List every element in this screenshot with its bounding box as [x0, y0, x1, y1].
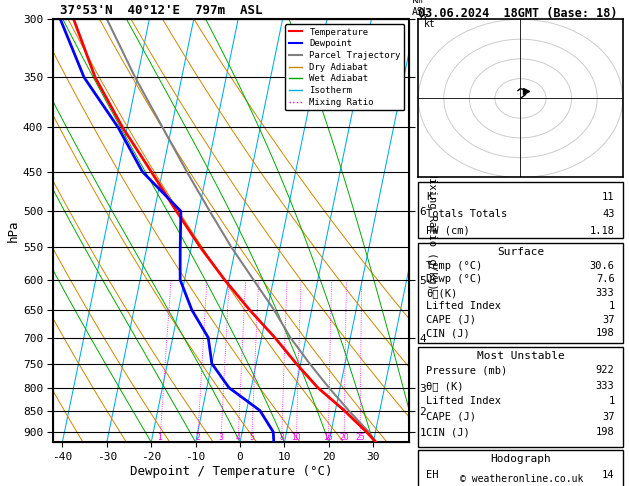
Text: 16: 16 [323, 433, 333, 442]
Text: 37: 37 [602, 412, 615, 422]
Text: 1: 1 [608, 396, 615, 406]
Text: 1.18: 1.18 [589, 226, 615, 236]
Text: 25: 25 [355, 433, 365, 442]
Text: 2: 2 [195, 433, 200, 442]
Text: kt: kt [423, 19, 435, 29]
Text: 37°53'N  40°12'E  797m  ASL: 37°53'N 40°12'E 797m ASL [60, 4, 262, 17]
Text: Surface: Surface [497, 247, 544, 257]
Legend: Temperature, Dewpoint, Parcel Trajectory, Dry Adiabat, Wet Adiabat, Isotherm, Mi: Temperature, Dewpoint, Parcel Trajectory… [285, 24, 404, 110]
Text: Totals Totals: Totals Totals [426, 209, 508, 219]
Text: CIN (J): CIN (J) [426, 427, 470, 437]
Text: km
ASL: km ASL [412, 0, 430, 17]
Text: θᴇ(K): θᴇ(K) [426, 288, 458, 298]
Y-axis label: hPa: hPa [7, 220, 20, 242]
Text: Temp (°C): Temp (°C) [426, 261, 482, 271]
Text: K: K [426, 192, 433, 202]
Text: CAPE (J): CAPE (J) [426, 315, 476, 325]
Text: θᴇ (K): θᴇ (K) [426, 381, 464, 391]
Text: 198: 198 [596, 427, 615, 437]
Text: 37: 37 [602, 315, 615, 325]
Text: 43: 43 [602, 209, 615, 219]
Text: Pressure (mb): Pressure (mb) [426, 365, 508, 375]
Text: Dewp (°C): Dewp (°C) [426, 275, 482, 284]
Text: 922: 922 [596, 365, 615, 375]
Text: Most Unstable: Most Unstable [477, 351, 564, 362]
Text: © weatheronline.co.uk: © weatheronline.co.uk [460, 473, 584, 484]
Text: 3: 3 [218, 433, 223, 442]
Text: 7.6: 7.6 [596, 275, 615, 284]
Text: EH: EH [426, 470, 439, 480]
Text: PW (cm): PW (cm) [426, 226, 470, 236]
Text: 4: 4 [235, 433, 240, 442]
Text: 20: 20 [339, 433, 349, 442]
Y-axis label: Mixing Ratio (g/kg): Mixing Ratio (g/kg) [427, 172, 437, 290]
Text: 30.6: 30.6 [589, 261, 615, 271]
Text: CAPE (J): CAPE (J) [426, 412, 476, 422]
Text: Hodograph: Hodograph [490, 454, 551, 464]
X-axis label: Dewpoint / Temperature (°C): Dewpoint / Temperature (°C) [130, 465, 332, 478]
Text: 333: 333 [596, 381, 615, 391]
Text: 1: 1 [157, 433, 162, 442]
Text: 14: 14 [602, 470, 615, 480]
Text: 10: 10 [291, 433, 301, 442]
Text: 8: 8 [279, 433, 284, 442]
Text: 333: 333 [596, 288, 615, 298]
Text: 03.06.2024  18GMT (Base: 18): 03.06.2024 18GMT (Base: 18) [418, 7, 618, 20]
Text: 11: 11 [602, 192, 615, 202]
Text: 198: 198 [596, 328, 615, 338]
Text: 1: 1 [608, 301, 615, 312]
Text: 5: 5 [249, 433, 254, 442]
Text: Lifted Index: Lifted Index [426, 301, 501, 312]
Text: CIN (J): CIN (J) [426, 328, 470, 338]
Text: Lifted Index: Lifted Index [426, 396, 501, 406]
